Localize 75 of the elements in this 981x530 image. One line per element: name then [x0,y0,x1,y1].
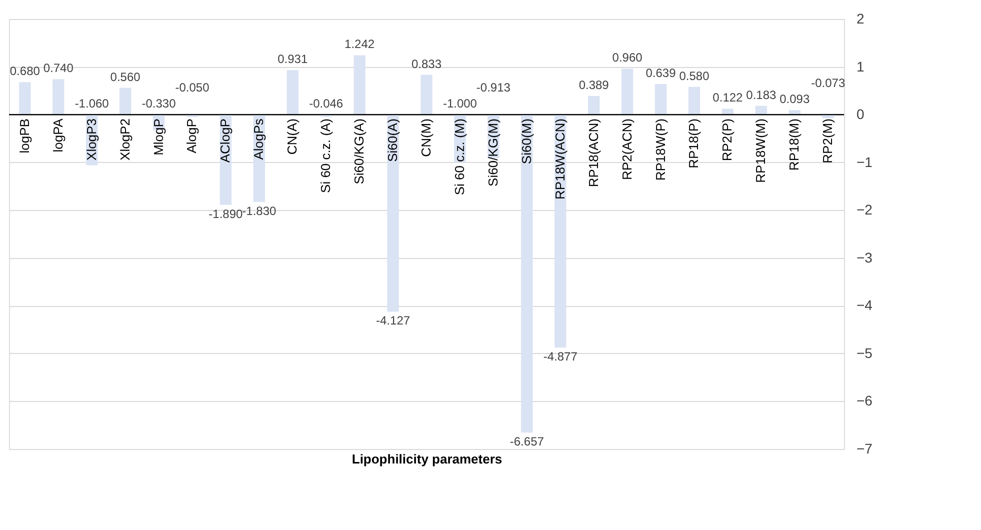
data-label: 1.242 [344,37,375,52]
data-label: -1.060 [74,96,110,111]
data-label: -0.046 [309,96,344,111]
x-tick-label: Si60/KG(A) [352,118,367,184]
bar [387,114,399,312]
data-label: 0.389 [578,78,610,92]
data-label: -0.913 [476,80,511,95]
x-tick-label: AClogP [218,118,233,163]
x-tick-label: AlogP [184,118,200,154]
x-tick-label: RP2(ACN) [619,118,634,180]
x-tick-label: RP18(P) [686,118,702,168]
y-tick-label: 0 [856,106,864,122]
bar [588,96,600,115]
data-label: -1.830 [242,204,276,218]
y-tick-label: −1 [856,154,873,170]
bar [755,106,768,115]
x-tick-label: MlogP [150,118,166,156]
bar [621,68,634,115]
y-tick-label: −6 [856,392,873,409]
y-tick-label: 1 [856,58,864,74]
x-tick-label: Si60(A) [385,118,400,162]
data-label: -4.127 [376,314,410,328]
y-tick-label: −5 [856,344,873,361]
data-label: 0.560 [110,70,141,84]
x-tick-label: RP18(ACN) [586,118,601,188]
data-label: 0.931 [278,52,308,66]
bar [688,86,700,115]
bar [722,108,734,115]
bar [654,84,667,115]
data-label: -6.657 [510,434,544,449]
bar [420,74,432,115]
data-label: 0.680 [10,64,40,78]
data-label: -4.877 [543,350,578,364]
x-tick-label: Si60/KG(M) [485,118,500,186]
data-label: 0.093 [780,92,810,106]
x-tick-label: logPB [16,118,32,154]
data-label: 0.183 [746,88,777,102]
data-label: 0.639 [646,66,676,80]
x-tick-label: RP18(M) [786,118,802,171]
x-tick-label: CN(A) [284,118,300,155]
data-label: -0.073 [811,76,846,90]
x-tick-label: Si 60 c.z. (A) [318,118,334,193]
y-tick-label: −3 [856,249,873,266]
y-tick-label: −2 [856,202,873,218]
bar [521,114,533,433]
bar [286,70,298,115]
x-tick-label: RP18W(M) [753,118,768,183]
x-tick-label: XlogP2 [117,118,132,160]
x-tick-label: RP18W(P) [652,118,668,181]
x-tick-label: XlogP3 [84,118,99,160]
x-tick-label: RP2(M) [820,118,836,164]
data-label: 0.740 [43,61,74,76]
bar [19,82,31,115]
data-label: 0.122 [712,90,744,105]
x-tick-label: Si60(M) [518,118,534,164]
x-tick-label: AlogPs [251,118,266,160]
x-tick-label: Si 60 c.z. (M) [452,118,467,196]
data-label: -0.050 [175,80,210,95]
data-label: 0.833 [411,56,442,71]
data-label: -1.000 [442,96,478,111]
y-tick-label: −4 [856,297,873,314]
bar [119,88,132,115]
y-tick-label: −7 [856,440,873,456]
data-label: -1.890 [208,206,244,221]
bar [354,55,366,115]
data-label: 0.580 [679,68,710,83]
bar [52,79,64,115]
y-tick-label: 2 [856,10,864,26]
data-label: -0.330 [142,96,176,111]
x-tick-label: RP2(P) [720,118,735,162]
x-axis-title: Lipophilicity parameters [352,452,502,466]
x-tick-label: CN(M) [418,118,434,157]
data-label: 0.960 [612,50,643,65]
x-tick-label: RP18W(ACN) [552,118,568,200]
x-tick-label: logPA [50,118,66,152]
